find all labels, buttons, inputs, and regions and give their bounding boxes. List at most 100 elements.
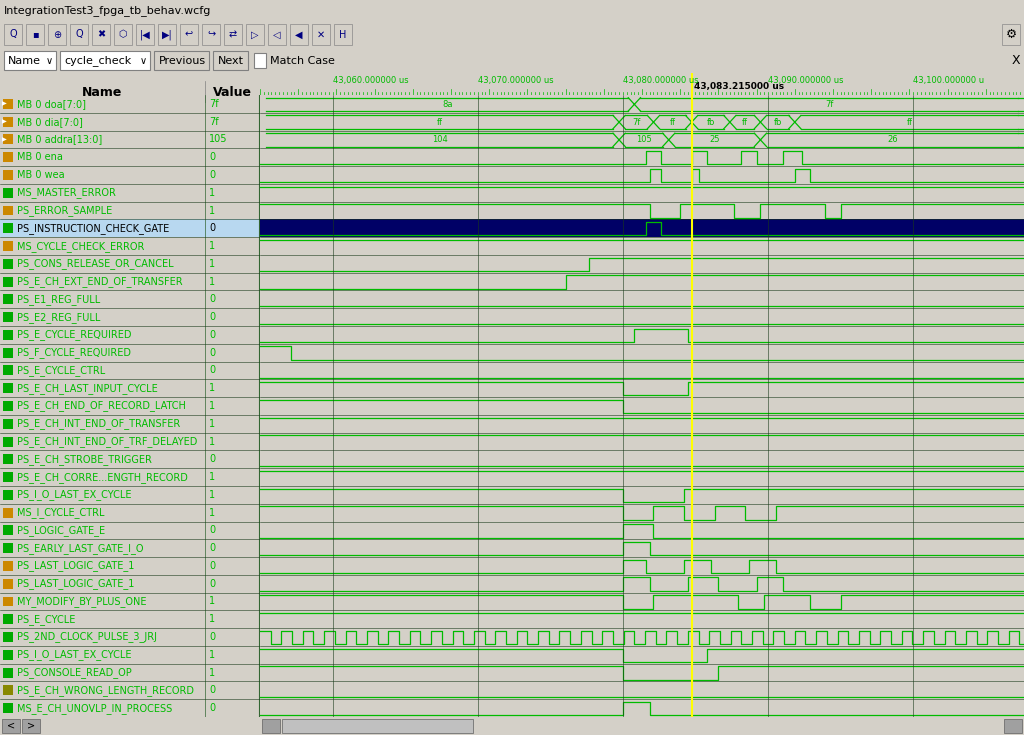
Bar — [2, 719, 20, 733]
Text: PS_LOGIC_GATE_E: PS_LOGIC_GATE_E — [17, 525, 105, 536]
Text: PS_E_CH_INT_END_OF_TRANSFER: PS_E_CH_INT_END_OF_TRANSFER — [17, 418, 180, 429]
Bar — [3, 383, 13, 393]
Bar — [136, 24, 154, 45]
Text: 105: 105 — [209, 135, 227, 145]
Text: PS_EARLY_LAST_GATE_I_O: PS_EARLY_LAST_GATE_I_O — [17, 542, 143, 553]
Text: 0: 0 — [209, 561, 215, 571]
Bar — [3, 99, 13, 109]
Text: MS_I_CYCLE_CTRL: MS_I_CYCLE_CTRL — [17, 507, 104, 518]
Bar — [262, 719, 280, 733]
Text: Match Case: Match Case — [270, 56, 335, 65]
Bar — [3, 170, 13, 180]
Text: MS_E_CH_UNOVLP_IN_PROCESS: MS_E_CH_UNOVLP_IN_PROCESS — [17, 703, 172, 714]
Text: 7f: 7f — [209, 117, 219, 126]
Text: fb: fb — [707, 118, 715, 126]
Text: 0: 0 — [209, 152, 215, 162]
Text: 0: 0 — [209, 295, 215, 304]
Bar — [158, 24, 176, 45]
Text: 1: 1 — [209, 508, 215, 517]
Bar — [3, 135, 13, 144]
Text: Name: Name — [82, 85, 123, 98]
Bar — [92, 24, 110, 45]
Bar — [3, 543, 13, 553]
Bar — [180, 24, 198, 45]
Bar — [3, 419, 13, 429]
Bar — [3, 632, 13, 642]
Bar — [4, 51, 56, 70]
Bar — [3, 703, 13, 713]
Text: 25: 25 — [710, 135, 720, 144]
Bar — [3, 561, 13, 571]
Text: MS_MASTER_ERROR: MS_MASTER_ERROR — [17, 187, 116, 198]
Text: ▶|: ▶| — [162, 29, 172, 40]
Bar — [1002, 24, 1020, 45]
Text: ⊕: ⊕ — [53, 29, 61, 40]
Text: PS_F_CYCLE_REQUIRED: PS_F_CYCLE_REQUIRED — [17, 347, 131, 358]
Text: 0: 0 — [209, 170, 215, 180]
Bar — [3, 152, 13, 162]
Text: PS_E_CH_WRONG_LENGTH_RECORD: PS_E_CH_WRONG_LENGTH_RECORD — [17, 685, 194, 696]
Text: ⇄: ⇄ — [229, 29, 238, 40]
Text: 7f: 7f — [825, 100, 834, 109]
Text: 8a: 8a — [442, 100, 453, 109]
Text: PS_CONSOLE_READ_OP: PS_CONSOLE_READ_OP — [17, 667, 132, 678]
Text: ✖: ✖ — [97, 29, 105, 40]
Text: MB 0 wea: MB 0 wea — [17, 170, 65, 180]
Bar — [3, 578, 13, 589]
Text: ff: ff — [742, 118, 749, 126]
Text: Name: Name — [8, 56, 41, 65]
Text: ▶: ▶ — [2, 119, 7, 124]
Text: MB 0 addra[13:0]: MB 0 addra[13:0] — [17, 135, 102, 145]
Text: 0: 0 — [209, 526, 215, 535]
Text: PS_E2_REG_FULL: PS_E2_REG_FULL — [17, 312, 100, 323]
Text: 0: 0 — [209, 330, 215, 340]
Text: 1: 1 — [209, 614, 215, 624]
Bar — [70, 24, 88, 45]
Bar — [154, 51, 209, 70]
Bar — [282, 719, 473, 733]
Bar — [3, 206, 13, 215]
Text: Value: Value — [213, 85, 252, 98]
Bar — [3, 259, 13, 269]
Text: Next: Next — [218, 56, 244, 65]
Text: PS_E_CYCLE: PS_E_CYCLE — [17, 614, 76, 625]
Bar — [312, 24, 330, 45]
Text: PS_2ND_CLOCK_PULSE_3_JRJ: PS_2ND_CLOCK_PULSE_3_JRJ — [17, 631, 157, 642]
Text: MY_MODIFY_BY_PLUS_ONE: MY_MODIFY_BY_PLUS_ONE — [17, 596, 146, 607]
Text: 0: 0 — [209, 348, 215, 358]
Text: 0: 0 — [209, 543, 215, 553]
Bar — [260, 220, 1024, 237]
Text: ✕: ✕ — [317, 29, 325, 40]
Text: PS_ERROR_SAMPLE: PS_ERROR_SAMPLE — [17, 205, 113, 216]
Text: X: X — [1012, 54, 1020, 67]
Bar — [3, 472, 13, 482]
Text: ⚙: ⚙ — [1006, 28, 1017, 41]
Bar — [3, 437, 13, 447]
Bar — [3, 223, 13, 233]
Text: 104: 104 — [432, 135, 447, 144]
Text: PS_E_CH_INT_END_OF_TRF_DELAYED: PS_E_CH_INT_END_OF_TRF_DELAYED — [17, 436, 198, 447]
Bar — [3, 330, 13, 340]
Bar — [60, 51, 150, 70]
Text: 0: 0 — [209, 223, 215, 233]
Bar — [22, 719, 40, 733]
Text: ▶: ▶ — [2, 137, 7, 142]
Bar — [3, 454, 13, 465]
Text: cycle_check: cycle_check — [63, 55, 131, 66]
Text: PS_CONS_RELEASE_OR_CANCEL: PS_CONS_RELEASE_OR_CANCEL — [17, 259, 174, 269]
Text: 0: 0 — [209, 632, 215, 642]
Bar — [3, 348, 13, 358]
Bar — [246, 24, 264, 45]
Text: PS_I_O_LAST_EX_CYCLE: PS_I_O_LAST_EX_CYCLE — [17, 649, 131, 660]
Text: 43,080.000000 us: 43,080.000000 us — [623, 76, 698, 85]
Text: PS_LAST_LOGIC_GATE_1: PS_LAST_LOGIC_GATE_1 — [17, 578, 134, 589]
Text: 7f: 7f — [632, 118, 640, 126]
Text: 1: 1 — [209, 490, 215, 500]
Bar — [48, 24, 66, 45]
Text: >: > — [27, 721, 35, 731]
Text: PS_INSTRUCTION_CHECK_GATE: PS_INSTRUCTION_CHECK_GATE — [17, 223, 169, 234]
Text: Q: Q — [75, 29, 83, 40]
Text: PS_E1_REG_FULL: PS_E1_REG_FULL — [17, 294, 100, 305]
Text: ▷: ▷ — [251, 29, 259, 40]
Text: 0: 0 — [209, 312, 215, 322]
